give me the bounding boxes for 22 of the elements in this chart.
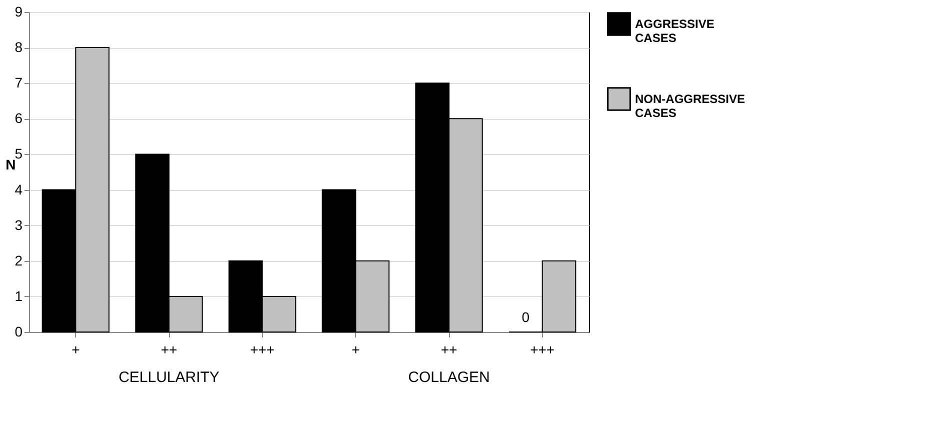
- x-tick-label: +: [72, 342, 80, 358]
- y-tick-label: 7: [14, 74, 23, 91]
- text: COLLAGEN: [408, 369, 490, 386]
- text: CELLULARITY: [118, 369, 220, 386]
- y-tick-label: 0: [14, 324, 23, 340]
- x-tick-label: ++: [440, 342, 458, 358]
- y-tick-label: 6: [14, 110, 23, 126]
- x-tick-label: +++: [250, 342, 275, 358]
- y-tick-label: 5: [14, 146, 23, 162]
- data-label: 0: [522, 309, 530, 325]
- x-tick-label: ++: [160, 342, 178, 358]
- y-tick-label: 4: [14, 181, 23, 198]
- y-tick-label: 2: [14, 252, 23, 268]
- x-tick-label: +++: [530, 342, 555, 358]
- legend-label: NON-AGGRESSIVE CASES: [635, 92, 746, 120]
- y-axis-title: N: [6, 156, 16, 172]
- y-tick-label: 1: [14, 288, 23, 304]
- legend-label: AGGRESSIVE CASES: [635, 17, 714, 45]
- x-tick-label: +: [352, 342, 360, 358]
- y-tick-label: 8: [14, 39, 23, 56]
- y-tick-label: 9: [14, 4, 23, 20]
- y-tick-label: 3: [14, 216, 23, 233]
